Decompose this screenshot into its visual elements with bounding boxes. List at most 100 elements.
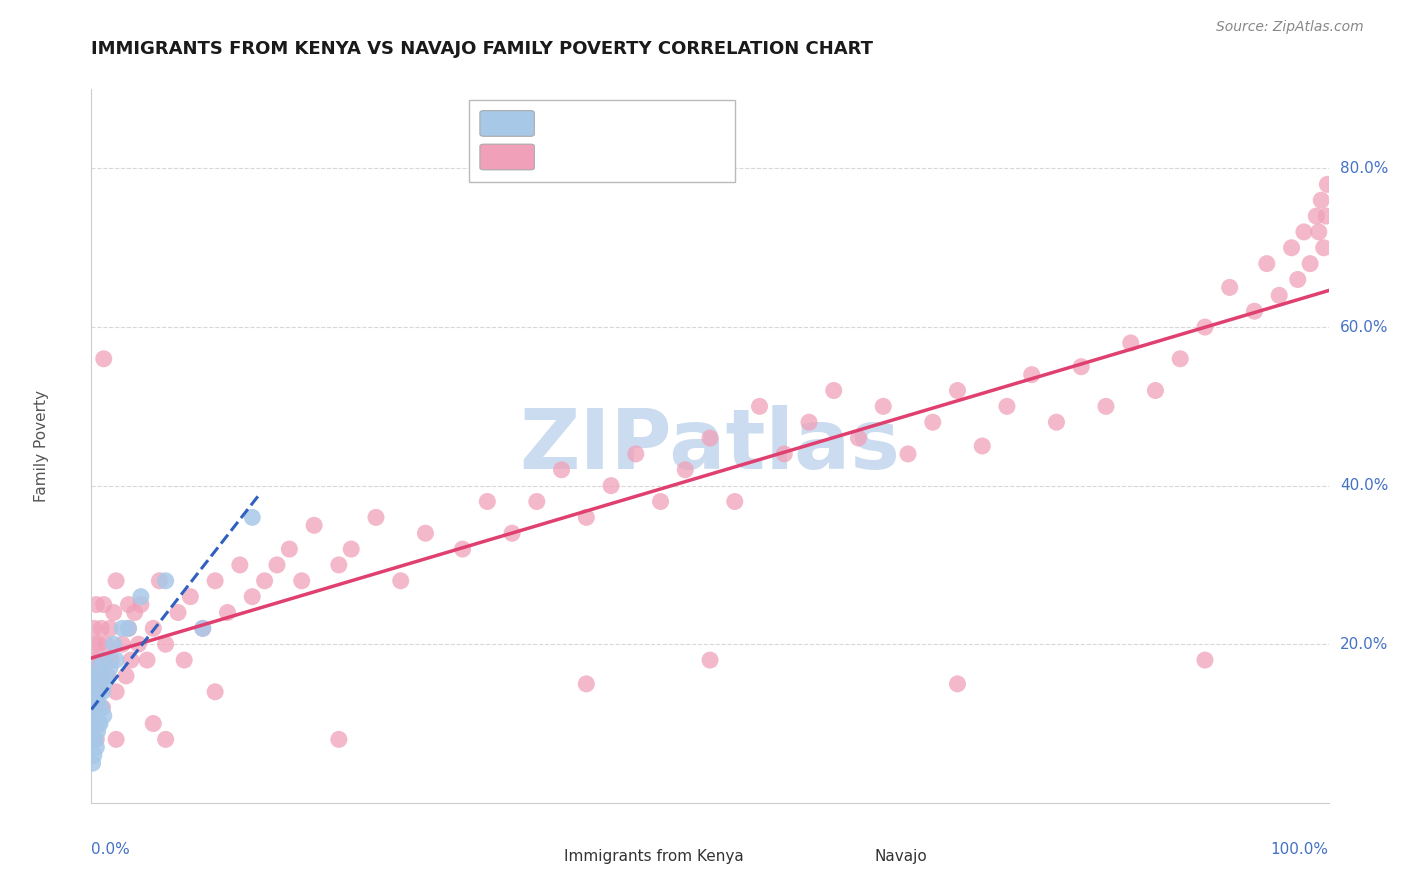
Point bbox=[93, 598, 115, 612]
Point bbox=[389, 574, 412, 588]
Point bbox=[84, 637, 107, 651]
Point bbox=[328, 558, 350, 572]
Point bbox=[155, 574, 177, 588]
Point bbox=[90, 621, 112, 635]
Point bbox=[1021, 368, 1043, 382]
Point bbox=[86, 732, 108, 747]
Point bbox=[1292, 225, 1315, 239]
Point bbox=[98, 661, 121, 675]
Point bbox=[1168, 351, 1191, 366]
Point bbox=[142, 716, 165, 731]
Point bbox=[240, 590, 263, 604]
Point bbox=[124, 606, 146, 620]
Point bbox=[1256, 257, 1278, 271]
Point bbox=[96, 637, 118, 651]
Point bbox=[86, 677, 108, 691]
Point bbox=[1144, 384, 1167, 398]
Point bbox=[1219, 280, 1241, 294]
Point bbox=[600, 478, 623, 492]
Point bbox=[1281, 241, 1303, 255]
Point bbox=[105, 732, 128, 747]
Point bbox=[82, 653, 104, 667]
Point bbox=[117, 598, 139, 612]
Point bbox=[872, 400, 894, 414]
Point bbox=[477, 494, 499, 508]
Point bbox=[86, 598, 108, 612]
Point bbox=[84, 669, 107, 683]
Point bbox=[89, 669, 111, 683]
Point bbox=[823, 384, 845, 398]
Point bbox=[87, 637, 110, 651]
Point bbox=[897, 447, 920, 461]
Point bbox=[340, 542, 363, 557]
Point bbox=[83, 748, 105, 763]
Point bbox=[724, 494, 747, 508]
Point bbox=[848, 431, 870, 445]
Point bbox=[451, 542, 474, 557]
Point bbox=[103, 637, 125, 651]
Point bbox=[575, 677, 598, 691]
Point bbox=[1312, 241, 1334, 255]
Point bbox=[142, 621, 165, 635]
Point bbox=[103, 606, 125, 620]
Point bbox=[84, 685, 107, 699]
Point bbox=[127, 637, 149, 651]
Point bbox=[86, 708, 108, 723]
Point bbox=[90, 700, 112, 714]
FancyBboxPatch shape bbox=[479, 111, 534, 136]
Point bbox=[155, 637, 177, 651]
Point bbox=[1194, 320, 1216, 334]
Point bbox=[995, 400, 1018, 414]
Point bbox=[972, 439, 994, 453]
Text: N =  35: N = 35 bbox=[643, 114, 706, 132]
Text: Source: ZipAtlas.com: Source: ZipAtlas.com bbox=[1216, 20, 1364, 34]
Point bbox=[82, 700, 104, 714]
Text: Navajo: Navajo bbox=[875, 849, 928, 863]
Point bbox=[204, 574, 226, 588]
Point bbox=[90, 669, 112, 683]
Point bbox=[89, 677, 111, 691]
FancyBboxPatch shape bbox=[468, 100, 735, 182]
Point bbox=[217, 606, 239, 620]
Point bbox=[1070, 359, 1092, 374]
Point bbox=[302, 518, 325, 533]
Point bbox=[1194, 653, 1216, 667]
Text: IMMIGRANTS FROM KENYA VS NAVAJO FAMILY POVERTY CORRELATION CHART: IMMIGRANTS FROM KENYA VS NAVAJO FAMILY P… bbox=[91, 40, 873, 58]
Point bbox=[86, 661, 108, 675]
Point bbox=[501, 526, 523, 541]
Point bbox=[415, 526, 437, 541]
Point bbox=[91, 685, 114, 699]
Point bbox=[93, 653, 115, 667]
Point bbox=[1095, 400, 1118, 414]
Point bbox=[83, 685, 105, 699]
Point bbox=[93, 653, 115, 667]
Point bbox=[83, 716, 105, 731]
Point bbox=[136, 653, 159, 667]
Point bbox=[191, 621, 214, 635]
Point bbox=[673, 463, 696, 477]
Point bbox=[550, 463, 572, 477]
Text: 0.0%: 0.0% bbox=[91, 842, 131, 857]
Point bbox=[191, 621, 214, 635]
Point bbox=[240, 510, 263, 524]
Point bbox=[699, 653, 721, 667]
Point bbox=[624, 447, 647, 461]
Point bbox=[229, 558, 252, 572]
Point bbox=[98, 621, 121, 635]
Point bbox=[86, 724, 108, 739]
Point bbox=[83, 716, 105, 731]
Point bbox=[1315, 209, 1337, 223]
Text: N = 109: N = 109 bbox=[643, 146, 710, 164]
Point bbox=[93, 351, 115, 366]
Point bbox=[96, 669, 118, 683]
Point bbox=[93, 677, 115, 691]
Point bbox=[100, 653, 122, 667]
Text: 20.0%: 20.0% bbox=[1340, 637, 1388, 652]
Point bbox=[179, 590, 201, 604]
Point bbox=[84, 700, 107, 714]
Point bbox=[1286, 272, 1309, 286]
Point bbox=[797, 415, 820, 429]
Point bbox=[173, 653, 195, 667]
Text: 40.0%: 40.0% bbox=[1340, 478, 1388, 493]
Point bbox=[266, 558, 288, 572]
